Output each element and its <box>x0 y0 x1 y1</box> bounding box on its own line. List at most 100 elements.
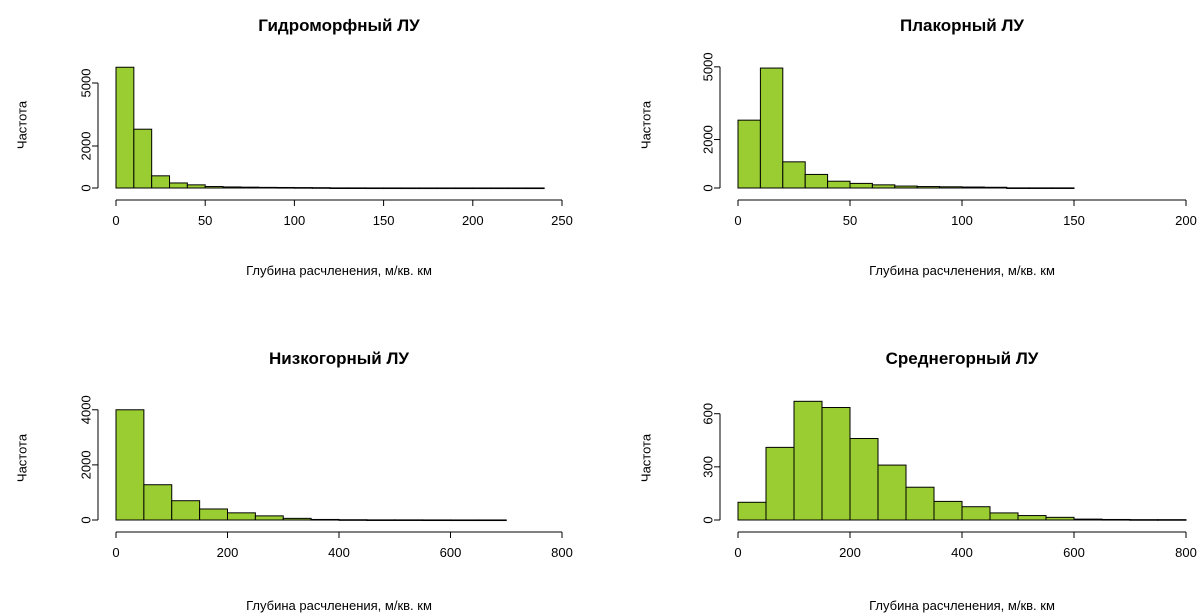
x-tick-label: 200 <box>839 545 861 560</box>
y-tick-label: 300 <box>701 456 716 478</box>
x-axis-label: Глубина расчленения, м/кв. км <box>869 598 1055 613</box>
histogram-bar <box>422 519 451 522</box>
y-axis-label: Частота <box>15 100 30 149</box>
histogram-bar <box>329 187 349 189</box>
x-tick-label: 50 <box>843 213 857 228</box>
x-tick-label: 250 <box>551 213 573 228</box>
histogram-bar <box>254 515 284 521</box>
histogram-bar <box>877 464 907 521</box>
histogram-bar <box>804 173 829 189</box>
histogram-bar <box>450 519 479 522</box>
histogram-bar <box>765 446 795 521</box>
histogram-bar <box>1017 515 1047 521</box>
y-tick-label: 2000 <box>701 125 716 154</box>
histogram-bar <box>171 500 201 521</box>
histogram-bar <box>227 512 256 521</box>
histogram-bar <box>338 519 368 521</box>
histogram-bar <box>933 500 963 521</box>
histogram-panel-1: 0 50 100 150 200 250 0 2000 5000 Гидроморфный ЛУ Г… <box>15 16 573 278</box>
histogram-bar <box>1073 518 1103 521</box>
histogram-bar <box>905 486 935 521</box>
x-tick-label: 200 <box>1175 213 1197 228</box>
x-axis-label: Глубина расчленения, м/кв. км <box>869 263 1055 278</box>
histogram-bar <box>1051 187 1075 189</box>
histogram-bar <box>310 518 340 521</box>
histogram-bar <box>849 182 873 189</box>
histogram-bar <box>186 184 206 189</box>
chart-title: Гидроморфный ЛУ <box>258 16 420 35</box>
histogram-bar <box>507 187 527 190</box>
histogram-bar <box>133 128 153 189</box>
histogram-bar <box>916 186 941 189</box>
histogram-panel-4: 0 200 400 600 800 0 300 600 Среднегорный ЛУ Глуби… <box>639 349 1197 613</box>
histogram-bar <box>394 519 424 521</box>
x-axis-label: Глубина расчленения, м/кв. км <box>246 598 432 613</box>
y-tick-label: 5000 <box>79 69 94 98</box>
histogram-bar <box>989 512 1019 521</box>
histogram-bar <box>1157 519 1187 521</box>
x-tick-label: 400 <box>328 545 350 560</box>
x-axis-label: Глубина расчленения, м/кв. км <box>246 263 432 278</box>
histogram-bar <box>961 186 985 189</box>
histogram-bar <box>293 187 313 189</box>
histogram-bar <box>737 119 761 189</box>
histogram-bar <box>311 187 331 189</box>
histogram-bar <box>365 187 385 190</box>
histogram-bar <box>983 186 1008 189</box>
histogram-bar <box>939 186 963 189</box>
histogram-bar <box>436 187 456 190</box>
x-tick-label: 100 <box>284 213 306 228</box>
chart-title: Плакорный ЛУ <box>900 16 1024 35</box>
histogram-bar <box>827 180 851 189</box>
histogram-bar <box>490 187 509 190</box>
x-tick-label: 150 <box>1063 213 1085 228</box>
histogram-bar <box>366 519 396 521</box>
histogram-bar <box>115 409 145 521</box>
y-tick-label: 0 <box>701 184 716 191</box>
histogram-bar <box>849 438 879 521</box>
y-tick-label: 5000 <box>701 52 716 81</box>
x-tick-label: 800 <box>1175 545 1197 560</box>
y-tick-label: 4000 <box>79 395 94 424</box>
y-tick-label: 0 <box>79 184 94 191</box>
histogram-bar <box>222 186 242 189</box>
histogram-bar <box>782 161 806 189</box>
histogram-bar <box>276 186 295 189</box>
x-tick-label: 600 <box>1063 545 1085 560</box>
x-tick-label: 600 <box>440 545 462 560</box>
histogram-bar <box>1045 516 1075 521</box>
x-tick-label: 0 <box>734 545 741 560</box>
histogram-bar <box>894 185 918 189</box>
histogram-bar <box>793 400 823 521</box>
y-tick-label: 2000 <box>79 132 94 161</box>
chart-title: Низкогорный ЛУ <box>269 349 409 368</box>
histogram-bar <box>821 407 851 521</box>
histogram-bar <box>400 187 420 190</box>
y-tick-label: 2000 <box>79 450 94 479</box>
histogram-bar <box>454 187 474 190</box>
x-tick-label: 0 <box>112 213 119 228</box>
histogram-bar <box>961 506 991 521</box>
histogram-bar <box>347 187 367 189</box>
y-tick-label: 0 <box>701 516 716 523</box>
histogram-bar <box>143 484 173 521</box>
histogram-bar <box>258 186 278 189</box>
histogram-bar <box>204 186 224 189</box>
histogram-panel-3: 0 200 400 600 800 0 2000 4000 Низкогорный ЛУ Глуб… <box>15 349 573 613</box>
x-tick-label: 200 <box>217 545 239 560</box>
histogram-bar <box>759 67 784 189</box>
x-tick-label: 150 <box>373 213 395 228</box>
histogram-bar <box>199 508 228 521</box>
histogram-bar <box>282 517 312 521</box>
x-tick-label: 0 <box>734 213 741 228</box>
histogram-bar <box>169 182 188 189</box>
chart-title: Среднегорный ЛУ <box>886 349 1039 368</box>
x-tick-label: 200 <box>462 213 484 228</box>
histogram-bar <box>477 519 507 522</box>
histogram-bar <box>383 187 402 190</box>
x-tick-label: 400 <box>951 545 973 560</box>
histogram-bar <box>240 186 260 189</box>
histogram-bar <box>1129 519 1159 521</box>
